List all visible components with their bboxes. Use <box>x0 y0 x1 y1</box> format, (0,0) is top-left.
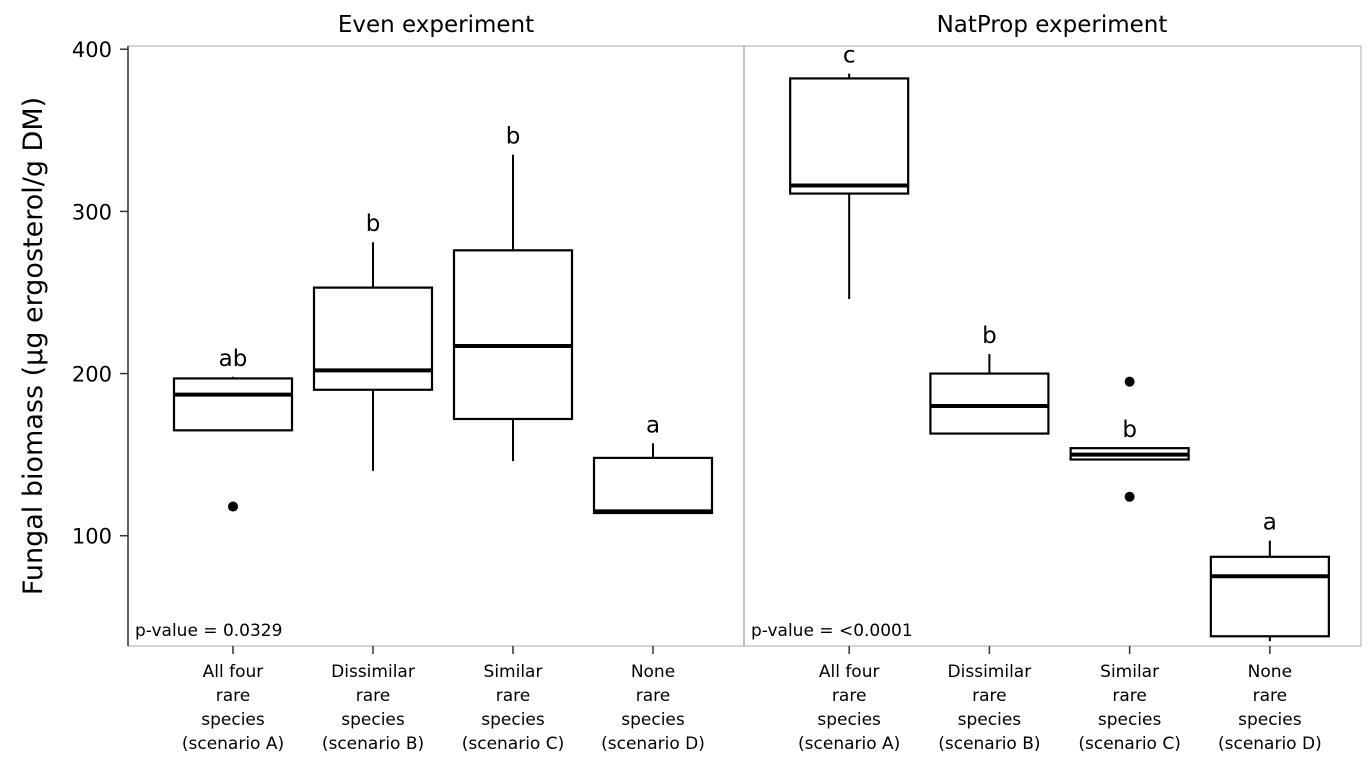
x-tick-label-p0-b3: None rare species (scenario D) <box>601 662 705 754</box>
box-p0-b3 <box>594 458 712 513</box>
p-value-annotation-1: p-value = <0.0001 <box>751 621 913 641</box>
group-letter-p1-b0: c <box>843 43 856 69</box>
box-p0-b2 <box>454 250 572 419</box>
box-p0-b0 <box>174 378 292 430</box>
y-axis-label: Fungal biomass (µg ergosterol/g DM) <box>18 97 49 595</box>
x-tick-label-p0-b1: Dissimilar rare species (scenario B) <box>322 662 424 754</box>
group-letter-p1-b1: b <box>982 323 997 349</box>
group-letter-p0-b3: a <box>646 412 660 438</box>
p-value-annotation-0: p-value = 0.0329 <box>135 621 282 641</box>
y-tick-label-100: 100 <box>72 525 112 549</box>
box-p1-b3 <box>1211 557 1329 636</box>
panel-title-even: Even experiment <box>338 12 534 38</box>
box-p1-b1 <box>930 374 1048 434</box>
y-tick-label-400: 400 <box>72 38 112 62</box>
x-tick-label-p1-b3: None rare species (scenario D) <box>1218 662 1322 754</box>
box-p0-b1 <box>314 288 432 390</box>
group-letter-p0-b0: ab <box>219 346 248 372</box>
outlier-p1-b2-0 <box>1125 377 1135 387</box>
outlier-p1-b2-1 <box>1125 492 1135 502</box>
outlier-p0-b0-0 <box>228 502 238 512</box>
x-tick-label-p0-b0: All four rare species (scenario A) <box>182 662 284 754</box>
group-letter-p0-b1: b <box>366 211 381 237</box>
group-letter-p1-b3: a <box>1263 510 1277 536</box>
x-tick-label-p1-b1: Dissimilar rare species (scenario B) <box>938 662 1040 754</box>
panel-title-natprop: NatProp experiment <box>937 12 1168 38</box>
box-p1-b0 <box>790 78 908 193</box>
x-tick-label-p1-b2: Similar rare species (scenario C) <box>1078 662 1181 754</box>
x-tick-label-p0-b2: Similar rare species (scenario C) <box>462 662 565 754</box>
group-letter-p0-b2: b <box>506 124 521 150</box>
y-tick-label-200: 200 <box>72 363 112 387</box>
x-tick-label-p1-b0: All four rare species (scenario A) <box>798 662 900 754</box>
y-tick-label-300: 300 <box>72 200 112 224</box>
group-letter-p1-b2: b <box>1122 417 1137 443</box>
